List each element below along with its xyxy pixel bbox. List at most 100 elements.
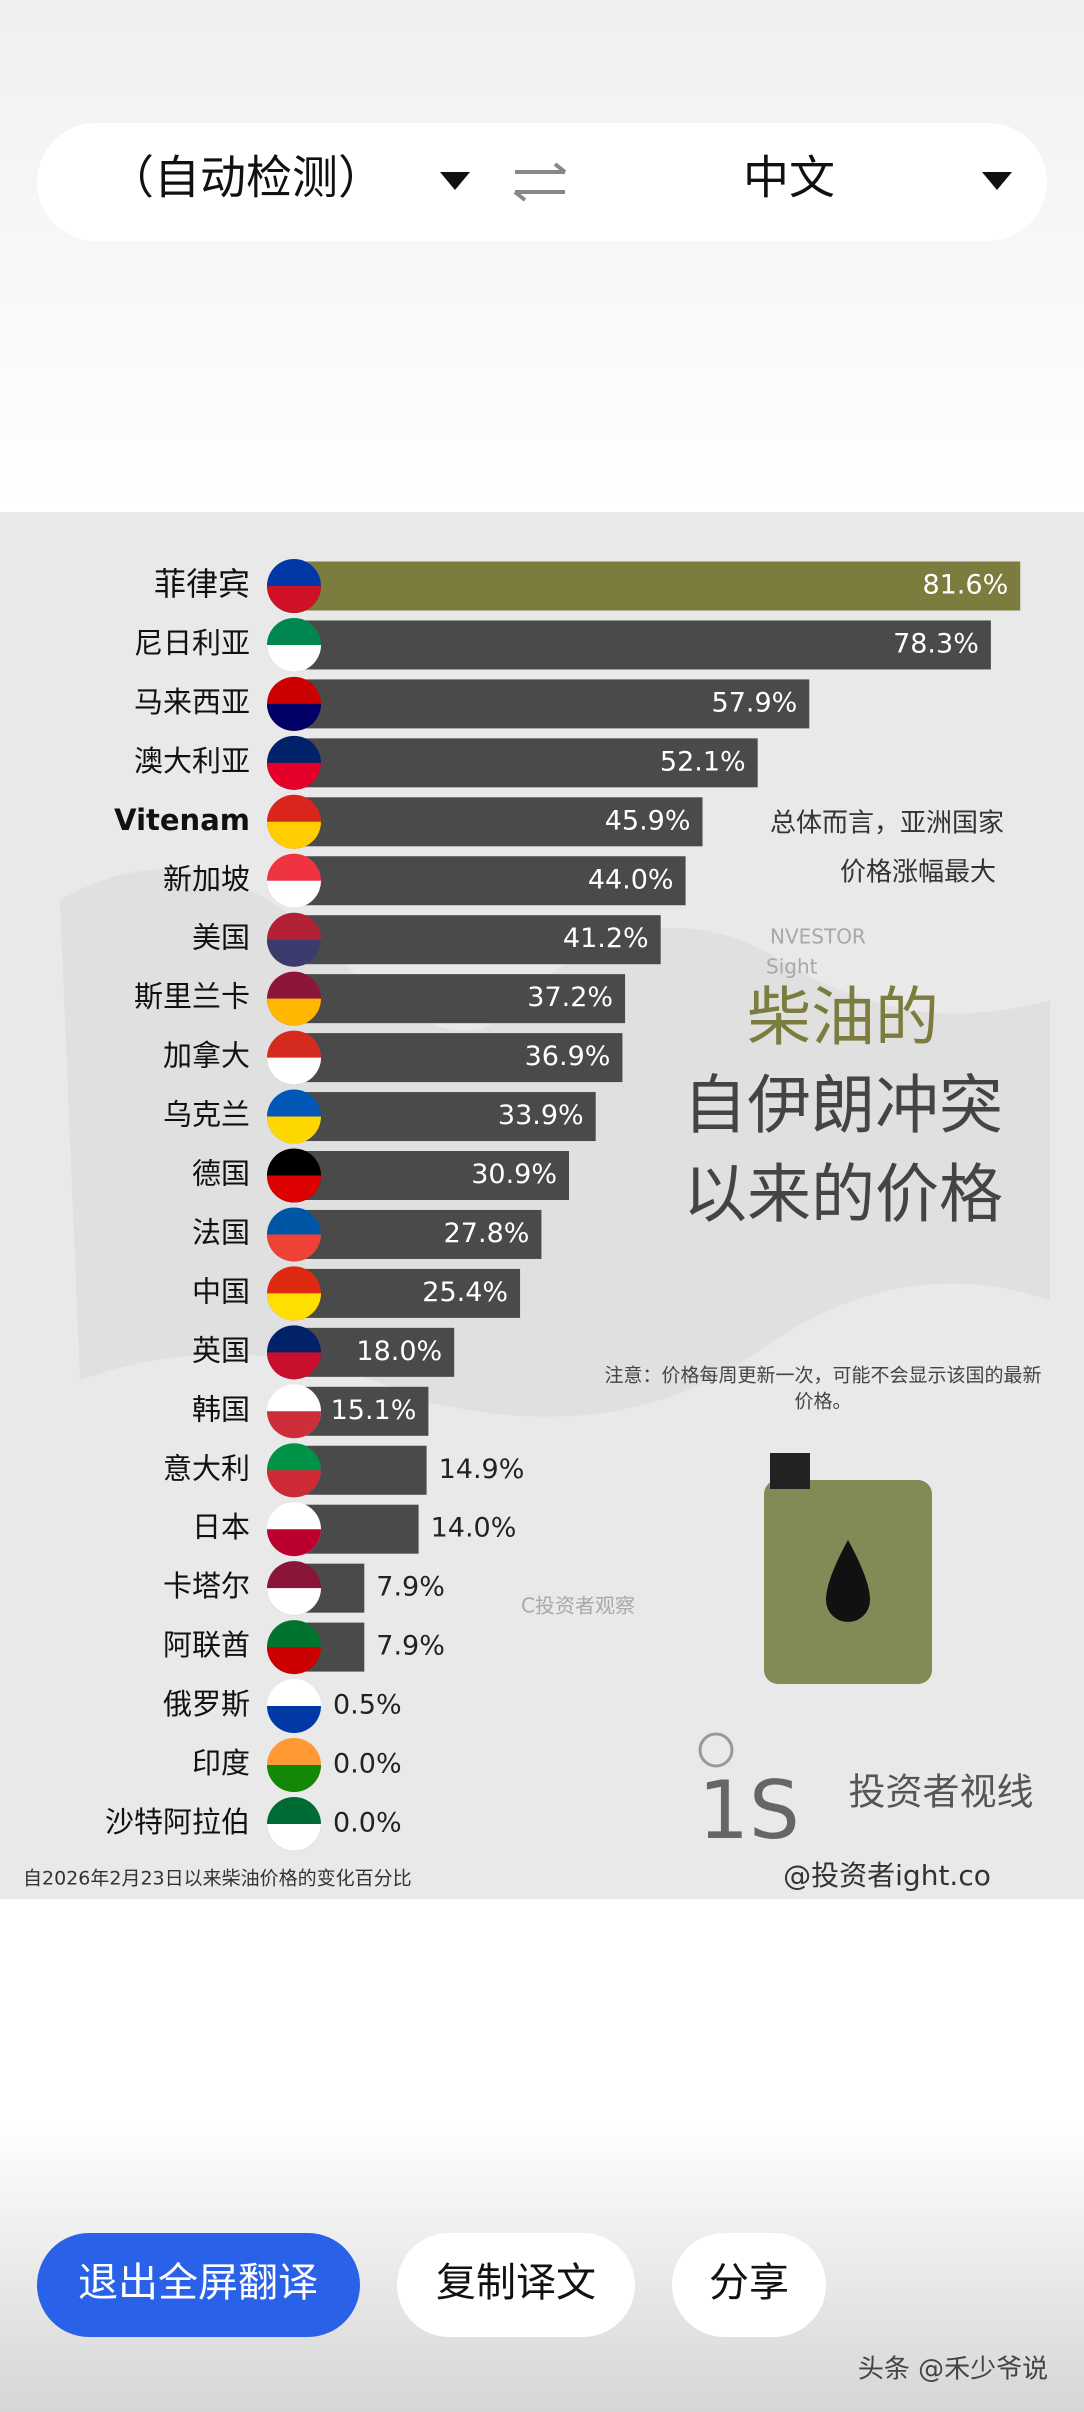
flag [267, 703, 321, 731]
button-label[interactable]: 退出全屏翻译 [78, 2260, 318, 2306]
chart-title: 自伊朗冲突 [683, 1070, 1003, 1144]
flag [267, 880, 321, 908]
flag [267, 1588, 321, 1616]
category-label: 意大利 [163, 1451, 250, 1485]
jerry-can-cap [770, 1453, 810, 1489]
flag [267, 762, 321, 790]
share-button[interactable] [672, 2233, 826, 2337]
handle: @投资者ight.co [783, 1859, 991, 1892]
category-label: 尼日利亚 [134, 626, 250, 660]
category-label: 马来西亚 [134, 685, 250, 719]
category-label: 乌克兰 [163, 1098, 250, 1132]
note: 注意：价格每周更新一次，可能不会显示该国的最新 [604, 1365, 1041, 1387]
value-label: 37.2% [527, 982, 613, 1013]
category-label: 美国 [192, 921, 250, 955]
flag [267, 1234, 321, 1262]
bar [294, 1092, 596, 1142]
flag [267, 1706, 321, 1734]
annotation: 价格涨幅最大 [840, 858, 996, 888]
flag [267, 644, 321, 672]
value-label: 0.5% [333, 1690, 402, 1721]
value-label: 45.9% [605, 805, 691, 836]
flag [267, 1647, 321, 1675]
category-label: 日本 [192, 1510, 250, 1544]
bar [294, 797, 703, 847]
category-label: 加拿大 [163, 1039, 250, 1073]
flag [267, 586, 321, 613]
flag [267, 998, 321, 1026]
flag [267, 939, 321, 967]
value-label: 7.9% [376, 1631, 445, 1662]
flag [267, 1175, 321, 1203]
value-label: 27.8% [444, 1218, 530, 1249]
footnote: 自2026年2月23日以来柴油价格的变化百分比 [23, 1868, 412, 1890]
flag [267, 1823, 321, 1851]
exit-button[interactable] [37, 2233, 360, 2337]
bar [294, 561, 1021, 611]
value-label: 44.0% [588, 864, 674, 895]
flag [267, 1470, 321, 1498]
source-language[interactable]: （自动检测） [108, 151, 384, 205]
button-label[interactable]: 分享 [709, 2260, 789, 2306]
value-label: 52.1% [660, 746, 746, 777]
watermark: C投资者观察 [521, 1594, 635, 1618]
bar [294, 974, 626, 1024]
category-label: 澳大利亚 [134, 744, 250, 778]
flag [267, 1352, 321, 1380]
oil-drop [826, 1540, 870, 1622]
bar [294, 1033, 623, 1083]
bar [294, 679, 810, 729]
value-label: 0.0% [333, 1807, 402, 1838]
button-label[interactable]: 复制译文 [436, 2260, 596, 2306]
value-label: 7.9% [376, 1572, 445, 1603]
watermark: NVESTOR [770, 925, 866, 949]
category-label: 德国 [192, 1157, 250, 1191]
category-label: 俄罗斯 [163, 1687, 250, 1721]
dropdown-arrow[interactable] [440, 172, 470, 190]
bar [294, 620, 991, 670]
category-label: 新加坡 [163, 862, 250, 896]
category-label: 阿联酋 [163, 1628, 250, 1662]
swap-icon[interactable] [513, 162, 567, 202]
value-label: 33.9% [498, 1100, 584, 1131]
copy-button[interactable] [397, 2233, 635, 2337]
value-label: 0.0% [333, 1749, 402, 1780]
category-label: 中国 [192, 1274, 250, 1308]
target-language[interactable]: 中文 [743, 151, 835, 205]
value-label: 14.9% [439, 1454, 525, 1485]
category-label: 法国 [192, 1215, 250, 1249]
value-label: 30.9% [471, 1159, 557, 1190]
language-bar [37, 123, 1047, 241]
brand-logo: 1S [698, 1764, 800, 1857]
value-label: 14.0% [431, 1513, 517, 1544]
category-label: 韩国 [192, 1392, 250, 1426]
bar [294, 1151, 570, 1200]
category-label: 英国 [192, 1333, 250, 1367]
bar [294, 856, 686, 906]
flag [267, 821, 321, 849]
brand-name: 投资者视线 [849, 1771, 1034, 1814]
watermark: Sight [766, 955, 818, 979]
flag [267, 1293, 321, 1321]
category-label: Vitenam [114, 803, 250, 837]
flag [267, 1765, 321, 1792]
flag [267, 1529, 321, 1557]
note: 价格。 [794, 1391, 851, 1413]
bar [294, 1268, 521, 1318]
target-icon [698, 1732, 734, 1768]
dropdown-arrow[interactable] [982, 172, 1012, 190]
bar [294, 1209, 542, 1259]
flag [267, 1116, 321, 1144]
category-label: 沙特阿拉伯 [105, 1805, 250, 1839]
top-area [0, 0, 1084, 512]
value-label: 41.2% [563, 923, 649, 954]
value-label: 57.9% [712, 687, 798, 718]
category-label: 斯里兰卡 [134, 980, 250, 1014]
value-label: 15.1% [331, 1395, 417, 1426]
bar [294, 915, 661, 965]
watermark: 头条 @禾少爷说 [858, 2355, 1048, 2385]
flag [267, 1057, 321, 1085]
value-label: 25.4% [422, 1277, 508, 1308]
chart-title: 以来的价格 [683, 1159, 1003, 1233]
